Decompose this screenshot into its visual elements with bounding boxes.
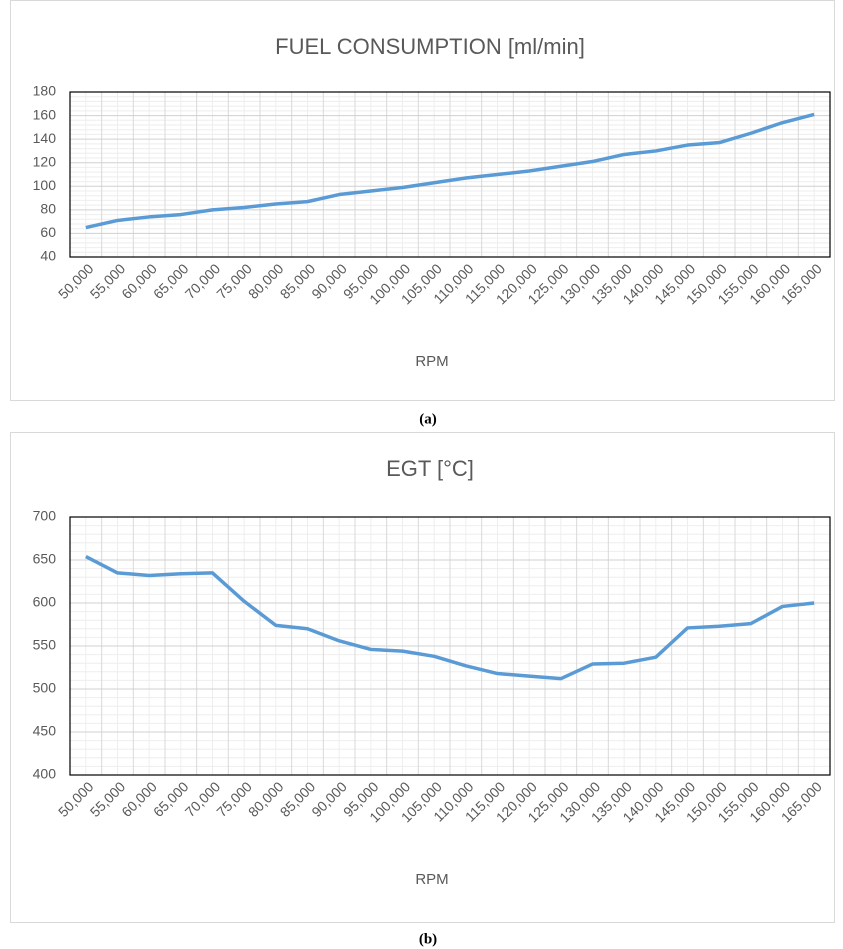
line-series (85, 112, 815, 230)
chart-title: EGT [°C] (386, 456, 474, 481)
y-tick-label: 550 (33, 637, 57, 653)
caption: (a) (419, 411, 437, 427)
y-tick-label: 180 (33, 83, 57, 99)
y-tick-label: 160 (33, 106, 57, 122)
x-axis-label: RPM (415, 871, 448, 888)
y-tick-label: 650 (33, 551, 57, 567)
plot-border (69, 91, 831, 258)
x-axis-label: RPM (415, 353, 448, 370)
y-tick-label: 400 (33, 766, 57, 782)
chart-title: FUEL CONSUMPTION [ml/min] (275, 34, 585, 59)
y-tick-label: 40 (40, 248, 56, 264)
y-tick-label: 100 (33, 177, 57, 193)
y-tick-label: 80 (40, 201, 56, 217)
caption: (b) (419, 931, 437, 947)
y-tick-label: 140 (33, 130, 57, 146)
y-tick-label: 600 (33, 594, 57, 610)
y-tick-label: 500 (33, 680, 57, 696)
panel-b (10, 432, 835, 923)
plot-border (69, 516, 831, 776)
y-tick-label: 120 (33, 153, 57, 169)
y-tick-label: 450 (33, 723, 57, 739)
y-tick-label: 700 (33, 508, 57, 524)
y-tick-label: 60 (40, 224, 56, 240)
line-series (85, 555, 815, 681)
